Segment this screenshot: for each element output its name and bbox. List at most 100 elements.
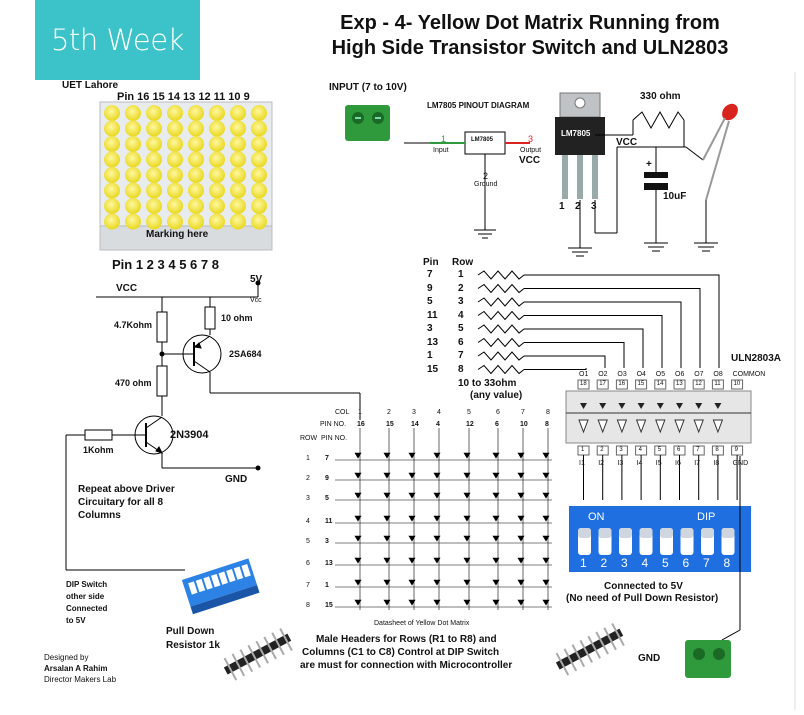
ds-led — [542, 579, 550, 586]
matrix-led — [146, 198, 162, 214]
title-line-2: High Side Transistor Switch and ULN2803 — [331, 37, 729, 59]
pinout-pin1: 1 — [441, 134, 447, 144]
ds-led — [517, 535, 525, 542]
ds-led — [383, 492, 391, 499]
uln-top-pin — [577, 379, 590, 390]
row-num-1: 1 — [458, 269, 464, 280]
ds-led — [542, 452, 550, 459]
matrix-led — [209, 198, 225, 214]
ds-led — [492, 492, 500, 499]
row-pin-2: 9 — [427, 282, 433, 294]
matrix-led — [188, 182, 204, 199]
row-wire — [524, 288, 701, 368]
uln-in-label-2: I2 — [598, 460, 605, 467]
uln-top-num-8: 11 — [714, 381, 721, 387]
pull-down-1: Pull Down — [166, 626, 215, 637]
ds-led — [433, 515, 441, 522]
uln-diode — [618, 403, 626, 409]
matrix-led — [251, 136, 267, 152]
ds-led — [492, 557, 500, 564]
uln-bottom-num-7: 7 — [696, 447, 700, 453]
cap-plus: + — [646, 159, 652, 170]
res-note-2: (any value) — [470, 390, 523, 401]
matrix-led — [230, 167, 246, 183]
ds-col-4: 4 — [437, 409, 441, 416]
matrix-led — [230, 136, 246, 152]
matrix-led — [104, 105, 120, 121]
ds-led — [354, 535, 362, 542]
uln-name: ULN2803A — [731, 353, 782, 364]
ds-led — [517, 579, 525, 586]
res-470: 470 ohm — [115, 378, 152, 388]
ds-col-2: 2 — [387, 409, 391, 416]
uln-out-label-6: O6 — [675, 371, 685, 378]
uln-driver-symbol — [597, 419, 608, 434]
matrix-led — [188, 167, 204, 183]
ds-col-pin-8: 8 — [545, 421, 549, 428]
driver-gnd: GND — [225, 474, 248, 485]
row-resistor — [477, 297, 525, 307]
matrix-led — [209, 167, 225, 183]
dip-number-5: 5 — [662, 556, 669, 570]
uln-out-label-1: O1 — [579, 371, 589, 378]
resistor-330: 330 ohm — [640, 91, 681, 102]
uln-top-pin — [711, 379, 724, 390]
uln-out-label-4: O4 — [636, 371, 646, 378]
row-num-4: 4 — [458, 309, 464, 321]
pinout-pin2: 2 — [483, 171, 489, 181]
reg-chip-label: LM7805 — [561, 129, 591, 138]
ds-col-pin-2: 15 — [386, 421, 394, 428]
gnd-terminal-label: GND — [638, 653, 661, 664]
ds-led — [354, 492, 362, 499]
matrix-led — [104, 136, 120, 152]
ds-col-head: COL — [335, 409, 350, 416]
ds-led — [433, 472, 441, 479]
matrix-led — [104, 167, 120, 183]
male-header-right — [555, 623, 625, 676]
vcc-label: VCC — [616, 137, 638, 148]
res-4k7: 4.7Kohm — [114, 320, 153, 330]
uln-top-pin — [615, 379, 628, 390]
ds-row-pin-8: 15 — [325, 602, 333, 609]
pull-down-2: Resistor 1k — [166, 640, 220, 651]
row-pin-1: 7 — [427, 269, 433, 280]
ds-row-pin-7: 1 — [325, 582, 329, 589]
dip-side-note-1: DIP Switch — [66, 580, 108, 589]
uln-diode — [637, 403, 645, 409]
uln-top-pin — [654, 379, 667, 390]
dip-key-cap — [660, 528, 673, 538]
uln-out-label-3: O3 — [617, 371, 627, 378]
screw-terminal-input — [345, 105, 390, 141]
uln2803-chip — [565, 379, 752, 500]
ds-col-pin-6: 6 — [495, 421, 499, 428]
dip-key-cap — [680, 528, 694, 538]
ds-led — [354, 599, 362, 606]
matrix-led — [146, 136, 162, 152]
uln-diode — [676, 403, 683, 409]
ds-led — [354, 579, 362, 586]
matrix-led — [251, 213, 267, 230]
matrix-led — [167, 120, 183, 137]
row-resistor — [477, 270, 525, 280]
matrix-led — [146, 182, 162, 199]
row-num-6: 6 — [458, 336, 464, 348]
ds-led — [408, 472, 416, 479]
dip-key-cap — [721, 528, 735, 538]
ds-led — [433, 492, 441, 499]
uln-driver-symbol — [693, 419, 704, 434]
rows-row-head: Row — [452, 257, 474, 268]
uln-in-label-7: I7 — [694, 460, 701, 467]
ds-col-pin-7: 10 — [520, 421, 528, 428]
dip-key-cap — [701, 528, 714, 538]
row-resistor — [477, 351, 525, 361]
matrix-led — [251, 105, 267, 121]
ds-led — [463, 452, 471, 459]
reg-pin-1: 1 — [559, 201, 565, 212]
dip-side-note-3: Connected — [66, 604, 108, 613]
pinout-ground: Ground — [474, 181, 498, 188]
matrix-led — [188, 120, 204, 137]
matrix-led — [230, 120, 246, 137]
uln-bottom-num-6: 6 — [677, 447, 681, 453]
row-wire — [524, 315, 663, 368]
ds-led — [463, 579, 471, 586]
